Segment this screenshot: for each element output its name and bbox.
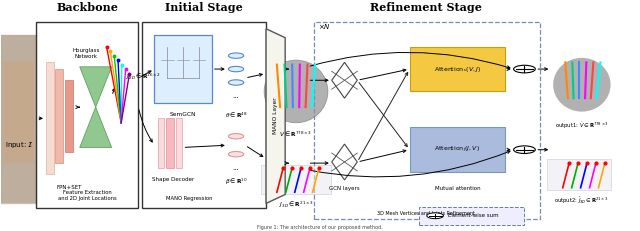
Bar (46, 62, 54, 174)
Text: Feature Extraction
and 2D Joint Locations: Feature Extraction and 2D Joint Location… (58, 190, 116, 201)
Circle shape (427, 213, 444, 219)
Circle shape (514, 146, 535, 153)
Text: Element-wise sum: Element-wise sum (448, 213, 499, 218)
Text: MANO Layer: MANO Layer (273, 98, 278, 134)
Bar (1, 36, 36, 204)
Text: ...: ... (233, 93, 239, 99)
Ellipse shape (264, 60, 328, 123)
Circle shape (514, 65, 535, 73)
Text: Mutual attention: Mutual attention (435, 186, 480, 191)
Text: Input: $\mathcal{I}$: Input: $\mathcal{I}$ (4, 140, 33, 150)
Text: $\mathrm{Attention}_j(J,V)$: $\mathrm{Attention}_j(J,V)$ (435, 145, 481, 155)
Bar (314, 22, 540, 219)
Text: output2: $\bar{J}_{3D}\in\mathbf{R}^{21\times3}$: output2: $\bar{J}_{3D}\in\mathbf{R}^{21\… (554, 196, 609, 206)
Text: GCN layers: GCN layers (329, 186, 360, 191)
Bar (157, 118, 164, 168)
Text: $J_{2D}\in\mathbf{R}^{16\times2}$: $J_{2D}\in\mathbf{R}^{16\times2}$ (125, 72, 161, 82)
Circle shape (228, 134, 244, 139)
Bar (65, 80, 73, 152)
Text: $\theta\in\mathbf{R}^{48}$: $\theta\in\mathbf{R}^{48}$ (225, 110, 247, 120)
Bar (56, 69, 63, 163)
Bar (410, 127, 506, 172)
Text: Shape Decoder: Shape Decoder (152, 176, 195, 182)
Text: $\times N$: $\times N$ (317, 22, 331, 31)
Circle shape (228, 66, 244, 72)
Bar (410, 47, 506, 91)
Text: Initial Stage: Initial Stage (165, 2, 243, 13)
Bar (547, 159, 611, 190)
Circle shape (228, 53, 244, 58)
Ellipse shape (553, 58, 611, 112)
Text: $J_{3D}\in\mathbf{R}^{21\times3}$: $J_{3D}\in\mathbf{R}^{21\times3}$ (278, 200, 314, 210)
Bar (166, 118, 174, 168)
Polygon shape (266, 29, 285, 204)
Bar (3, 62, 35, 163)
Text: Backbone: Backbone (56, 2, 118, 13)
Circle shape (228, 80, 244, 85)
Text: Refinement Stage: Refinement Stage (370, 2, 481, 13)
Bar (36, 22, 138, 208)
Circle shape (228, 152, 244, 157)
Text: SemGCN: SemGCN (170, 112, 196, 117)
Text: ...: ... (233, 165, 239, 171)
Text: MANO Regression: MANO Regression (166, 196, 212, 201)
Bar (176, 118, 182, 168)
Bar (419, 207, 524, 225)
Polygon shape (80, 67, 111, 107)
Polygon shape (80, 107, 111, 147)
Text: Figure 1: The architecture of our proposed method.: Figure 1: The architecture of our propos… (257, 225, 383, 230)
Bar (261, 165, 331, 195)
Text: Hourglass
Network: Hourglass Network (72, 48, 100, 59)
Text: FPN+SET: FPN+SET (56, 185, 81, 190)
Bar (154, 36, 212, 103)
Text: output1: $\tilde{V}\in\mathbf{R}^{778\times3}$: output1: $\tilde{V}\in\mathbf{R}^{778\ti… (555, 121, 609, 131)
Text: $\mathrm{Attention}_v(V,J)$: $\mathrm{Attention}_v(V,J)$ (434, 64, 481, 73)
Text: 3D Mesh Vertices and Joints Refinement: 3D Mesh Vertices and Joints Refinement (376, 211, 474, 216)
Text: $V\in\mathbf{R}^{778\times3}$: $V\in\mathbf{R}^{778\times3}$ (280, 130, 312, 139)
Bar (141, 22, 266, 208)
Text: $\beta\in\mathbf{R}^{10}$: $\beta\in\mathbf{R}^{10}$ (225, 176, 248, 187)
